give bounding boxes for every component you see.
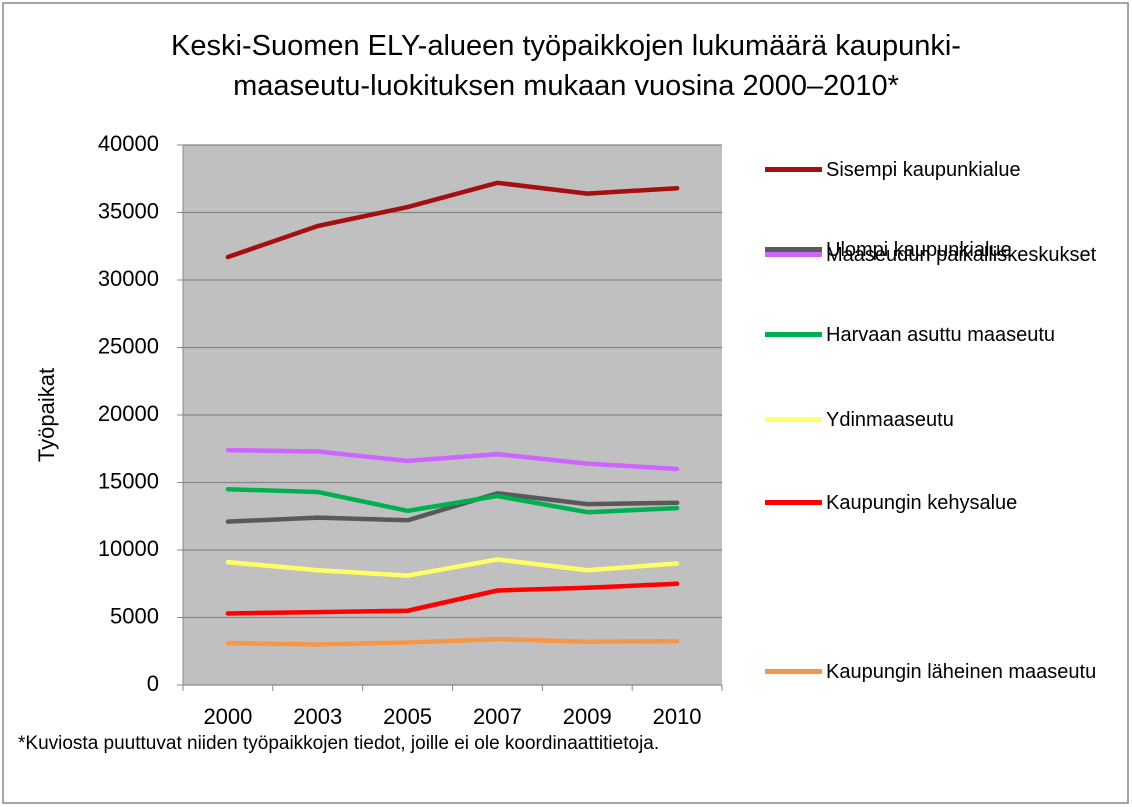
legend-swatch: [765, 332, 822, 337]
x-tick-label: 2000: [203, 704, 252, 729]
series-line: [225, 180, 680, 260]
x-tick-label: 2007: [473, 704, 522, 729]
x-tick-label: 2009: [563, 704, 612, 729]
series-line: [225, 491, 680, 524]
series-line: [225, 581, 680, 616]
legend-swatch: [765, 167, 822, 172]
y-tick-label: 35000: [98, 198, 159, 223]
legend-label: Kaupungin kehysalue: [826, 492, 1018, 514]
x-tick-label: 2005: [383, 704, 432, 729]
y-tick-label: 40000: [98, 131, 159, 156]
legend-label: Kaupungin läheinen maaseutu: [826, 661, 1097, 683]
legend-label: Ydinmaaseutu: [826, 409, 954, 431]
legend-swatch: [765, 500, 822, 505]
series-line: [225, 557, 680, 578]
y-axis-label: Työpaikat: [34, 368, 59, 462]
y-tick-label: 15000: [98, 468, 159, 493]
chart-title: Keski-Suomen ELY-alueen työpaikkojen luk…: [171, 30, 961, 102]
y-tick-label: 10000: [98, 536, 159, 561]
series-line: [225, 636, 680, 647]
footnote: *Kuviosta puuttuvat niiden työpaikkojen …: [18, 733, 660, 754]
x-tick-label: 2010: [653, 704, 702, 729]
y-tick-label: 20000: [98, 401, 159, 426]
y-tick-label: 25000: [98, 333, 159, 358]
legend-label: Ulompi kaupunkialue: [826, 239, 1012, 261]
y-tick-label: 5000: [110, 603, 159, 628]
legend-swatch: [765, 252, 822, 257]
series-line: [225, 487, 680, 515]
y-tick-label: 0: [147, 671, 159, 696]
legend-swatch: [765, 669, 822, 674]
legend-label: Maaseudun paikalliskeskukset: [826, 244, 1097, 266]
legend-label: Harvaan asuttu maaseutu: [826, 324, 1056, 346]
y-tick-label: 30000: [98, 266, 159, 291]
x-tick-label: 2003: [293, 704, 342, 729]
series-line: [225, 447, 680, 472]
legend-swatch: [765, 247, 822, 252]
legend-swatch: [765, 417, 822, 422]
legend-label: Sisempi kaupunkialue: [826, 159, 1021, 181]
